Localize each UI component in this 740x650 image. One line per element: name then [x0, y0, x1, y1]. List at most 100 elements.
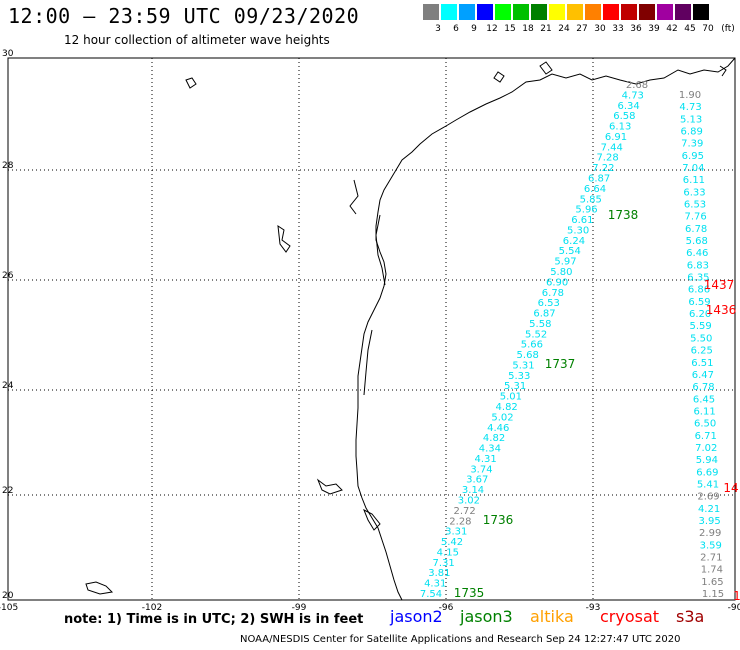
swh-value-left: 4.31 [475, 454, 497, 465]
swh-value-right: 6.46 [686, 248, 708, 259]
pass-time-left: 1736 [483, 513, 514, 527]
pass-time-right: 14 [723, 481, 738, 495]
swh-value-right: 6.95 [682, 151, 704, 162]
swh-value-left: 5.68 [517, 350, 539, 361]
swh-value-right: 7.76 [684, 212, 706, 223]
swh-value-left: 5.31 [512, 360, 534, 371]
swh-value-right: 6.25 [691, 346, 713, 357]
legend-swatch [675, 4, 691, 20]
legend-label: 70 [702, 24, 714, 34]
legend-swatch [621, 4, 637, 20]
swh-value-left: 6.87 [533, 309, 555, 320]
barrier-island [375, 214, 386, 286]
legend-swatch [603, 4, 619, 20]
satellite-s3a: s3a [676, 607, 705, 626]
lon-tick-label: -90 [728, 603, 740, 613]
swh-value-left: 7.22 [592, 163, 614, 174]
page-subtitle: 12 hour collection of altimeter wave hei… [64, 33, 330, 47]
swh-value-left: 4.82 [483, 433, 505, 444]
lat-tick-label: 20 [2, 591, 14, 601]
legend-label: 3 [435, 24, 441, 34]
footer-note: note: 1) Time is in UTC; 2) SWH is in fe… [64, 612, 364, 627]
pass-time-right: 1 [733, 589, 740, 603]
swh-value-right: 3.59 [700, 540, 722, 551]
swh-value-left: 5.96 [575, 205, 597, 216]
swh-value-right: 6.20 [689, 309, 711, 320]
lake-outline [277, 224, 291, 253]
satellite-jason3: jason3 [460, 607, 513, 626]
swh-value-left: 6.34 [617, 101, 639, 112]
legend-label: 36 [630, 24, 642, 34]
swh-value-right: 6.89 [681, 127, 703, 138]
coastline [355, 57, 736, 601]
swh-value-right: 6.51 [691, 358, 713, 369]
lake-outline [493, 71, 505, 83]
lake-outline [185, 77, 197, 89]
legend-swatch [693, 4, 709, 20]
swh-value-left: 5.02 [491, 412, 513, 423]
lake-outline [539, 61, 553, 75]
lat-tick-label: 26 [2, 271, 14, 281]
swh-value-left: 5.58 [529, 319, 551, 330]
swh-value-left: 6.87 [588, 173, 610, 184]
swh-value-left: 3.02 [458, 496, 480, 507]
legend-label: 15 [504, 24, 516, 34]
swh-value-left: 2.72 [453, 506, 475, 517]
swh-value-left: 5.52 [525, 329, 547, 340]
swh-value-left: 6.24 [563, 236, 585, 247]
swh-value-left: 2.28 [449, 516, 471, 527]
legend-label: 9 [471, 24, 477, 34]
swh-value-left: 6.13 [609, 122, 631, 133]
swh-value-right: 5.94 [696, 455, 718, 466]
swh-value-right: 6.78 [685, 224, 707, 235]
legend-swatch [513, 4, 529, 20]
legend-label: 33 [612, 24, 624, 34]
swh-value-right: 6.59 [688, 297, 710, 308]
swh-value-left: 3.74 [470, 464, 492, 475]
lake-outline [85, 581, 114, 595]
swh-value-left: 4.82 [496, 402, 518, 413]
swh-value-right: 2.99 [699, 528, 721, 539]
swh-value-right: 6.83 [687, 260, 709, 271]
swh-value-right: 7.39 [681, 139, 703, 150]
swh-value-left: 3.14 [462, 485, 484, 496]
swh-value-right: 6.71 [695, 431, 717, 442]
swh-value-right: 2.71 [700, 552, 722, 563]
swh-value-left: 5.33 [508, 371, 530, 382]
lake-outline [363, 508, 381, 531]
legend-label: 6 [453, 24, 459, 34]
swh-value-right: 6.11 [693, 406, 715, 417]
pass-time-right: 1436 [706, 303, 737, 317]
legend-swatch [657, 4, 673, 20]
pass-time-left: 1737 [545, 357, 576, 371]
swh-value-right: 1.90 [679, 90, 701, 101]
swh-value-right: 2.69 [697, 492, 719, 503]
pass-time-right: 1437 [704, 278, 735, 292]
legend-label: 18 [522, 24, 534, 34]
lat-tick-label: 24 [2, 381, 14, 391]
swh-value-left: 5.85 [580, 194, 602, 205]
swh-value-left: 6.90 [546, 277, 568, 288]
legend-swatch [477, 4, 493, 20]
swh-value-left: 6.78 [542, 288, 564, 299]
swh-value-right: 3.95 [699, 516, 721, 527]
swh-value-left: 5.66 [521, 340, 543, 351]
swh-value-right: 1.15 [702, 589, 724, 600]
swh-value-left: 6.64 [584, 184, 606, 195]
satellite-altika: altika [530, 607, 574, 626]
swh-value-right: 6.11 [683, 175, 705, 186]
swh-value-left: 4.31 [424, 579, 446, 590]
legend-swatch [531, 4, 547, 20]
legend-swatch [441, 4, 457, 20]
swh-value-right: 6.53 [684, 200, 706, 211]
swh-value-left: 5.97 [554, 257, 576, 268]
lat-tick-label: 30 [2, 49, 14, 59]
swh-value-left: 2.68 [626, 80, 648, 91]
legend-label: 27 [576, 24, 588, 34]
lon-tick-label: -93 [586, 603, 601, 613]
swh-value-left: 3.81 [428, 568, 450, 579]
swh-value-left: 6.91 [605, 132, 627, 143]
swh-value-right: 4.21 [698, 504, 720, 515]
swh-value-left: 6.61 [571, 215, 593, 226]
